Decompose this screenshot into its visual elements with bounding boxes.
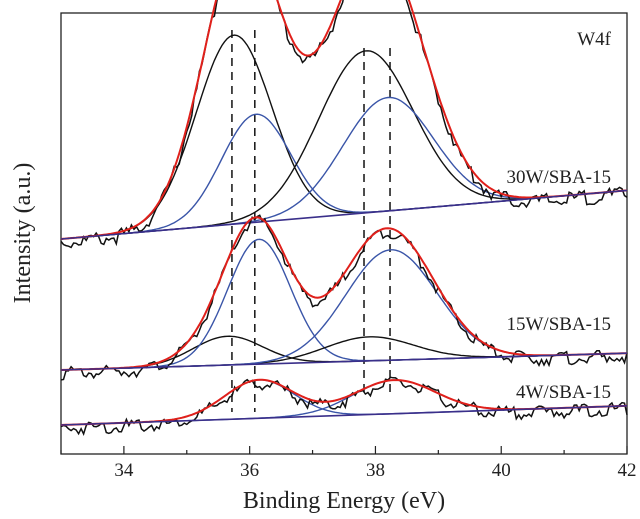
sample-group [60, 376, 628, 436]
component-curve [60, 34, 628, 240]
x-axis-title: Binding Energy (eV) [243, 488, 445, 514]
x-tick-label: 38 [366, 460, 385, 481]
sample-label: 4W/SBA-15 [516, 382, 611, 403]
fit-envelope [60, 216, 628, 371]
annotation-w4f: W4f [577, 29, 611, 50]
x-tick-label: 42 [618, 460, 637, 481]
background-line [60, 352, 628, 371]
background-line [60, 405, 628, 426]
sample-group [60, 214, 628, 381]
sample-labels: 30W/SBA-15 15W/SBA-15 4W/SBA-15 [507, 167, 612, 403]
y-axis-title: Intensity (a.u.) [10, 163, 36, 304]
plot-frame [60, 12, 628, 455]
reference-lines [231, 30, 391, 412]
x-tick-label: 34 [114, 460, 134, 481]
fit-envelope [60, 0, 628, 240]
x-axis-ticks: 34 36 38 40 42 [60, 446, 637, 481]
component-curve [60, 238, 628, 371]
measured-spectrum [60, 376, 628, 436]
x-tick-label: 36 [240, 460, 259, 481]
spectra [60, 0, 628, 436]
sample-label: 15W/SBA-15 [507, 314, 612, 335]
x-tick-label: 40 [492, 460, 511, 481]
sample-label: 30W/SBA-15 [507, 167, 612, 188]
component-curve [60, 249, 628, 371]
background-line [60, 189, 628, 240]
sample-group [60, 0, 628, 249]
